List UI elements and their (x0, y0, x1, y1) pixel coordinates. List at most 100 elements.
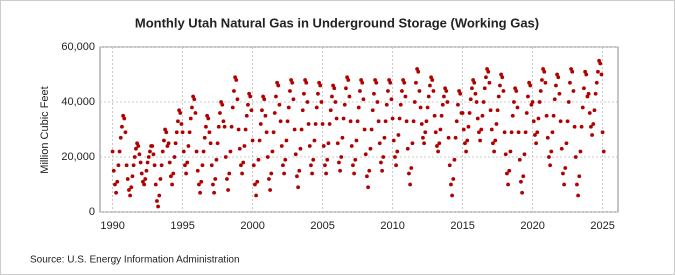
data-point (222, 124, 227, 129)
data-point (477, 130, 481, 135)
data-point (460, 111, 465, 115)
y-axis-label: Million Cubic Feet (39, 86, 51, 173)
data-point (447, 163, 452, 168)
x-tick-label: 2015 (450, 220, 474, 232)
data-point (338, 168, 342, 173)
data-point (540, 78, 544, 82)
data-point (396, 133, 401, 137)
data-point (278, 119, 283, 124)
data-point (500, 75, 505, 80)
data-point (111, 168, 116, 173)
data-point (239, 163, 243, 168)
data-point (172, 155, 177, 159)
data-point (198, 190, 203, 195)
data-point (199, 179, 204, 184)
data-point (250, 138, 255, 143)
data-point (360, 80, 365, 85)
data-point (467, 111, 472, 115)
data-point (288, 89, 292, 93)
data-point (251, 163, 256, 168)
data-point (544, 113, 549, 118)
data-point (299, 127, 304, 132)
data-point (158, 177, 163, 181)
data-point (216, 124, 221, 129)
data-point (408, 182, 412, 187)
data-point (517, 157, 522, 162)
data-point (416, 69, 421, 74)
data-point (110, 149, 115, 154)
data-point (274, 94, 278, 99)
y-tick-label: 0 (89, 206, 95, 218)
data-point (214, 157, 219, 162)
data-point (379, 160, 383, 165)
data-point (285, 119, 290, 124)
data-point (180, 130, 185, 135)
data-point (523, 130, 528, 135)
data-point (283, 157, 288, 162)
data-point (134, 146, 138, 151)
data-point (496, 94, 501, 99)
data-point (549, 149, 554, 154)
data-point (362, 127, 367, 132)
plot-area (99, 46, 619, 213)
data-point (230, 105, 235, 110)
data-point (355, 119, 360, 124)
data-point (422, 141, 426, 146)
data-point (243, 127, 248, 132)
data-point (258, 122, 263, 126)
data-point (454, 119, 459, 124)
data-point (318, 83, 323, 88)
data-point (594, 80, 599, 85)
data-point (600, 130, 605, 135)
data-point (178, 111, 183, 115)
data-point (374, 80, 379, 85)
data-point (470, 86, 474, 91)
data-point (282, 171, 286, 176)
data-point (475, 116, 480, 121)
data-point (526, 94, 530, 99)
data-point (320, 122, 325, 126)
data-point (114, 190, 118, 195)
data-point (507, 168, 512, 173)
data-point (474, 100, 479, 104)
data-point (117, 149, 122, 154)
data-point (481, 100, 486, 104)
data-point (433, 130, 438, 135)
data-point (461, 127, 466, 132)
data-point (418, 105, 423, 110)
data-point (309, 163, 313, 168)
data-point (220, 102, 225, 107)
data-point (332, 86, 337, 91)
data-point (464, 149, 468, 154)
data-point (488, 108, 493, 113)
data-point (419, 122, 424, 126)
data-point (132, 155, 137, 159)
data-point (524, 111, 529, 115)
data-point (564, 141, 569, 146)
data-point (265, 155, 270, 159)
data-point (440, 102, 445, 107)
data-point (495, 108, 500, 113)
data-point (139, 171, 144, 176)
data-point (430, 78, 435, 82)
data-point (368, 146, 373, 151)
data-point (435, 144, 439, 148)
data-point (235, 97, 240, 102)
data-point (228, 149, 233, 154)
data-point (144, 168, 149, 173)
data-point (155, 199, 159, 203)
data-point (313, 122, 318, 126)
data-point (113, 182, 117, 187)
data-point (484, 75, 488, 80)
data-point (333, 100, 338, 104)
x-tick-label: 2010 (380, 220, 404, 232)
data-point (286, 105, 291, 110)
data-point (521, 174, 526, 179)
data-point (321, 144, 326, 148)
data-point (194, 149, 199, 154)
data-point (127, 188, 131, 192)
data-point (480, 113, 485, 118)
data-point (176, 119, 180, 124)
data-point (339, 155, 344, 159)
